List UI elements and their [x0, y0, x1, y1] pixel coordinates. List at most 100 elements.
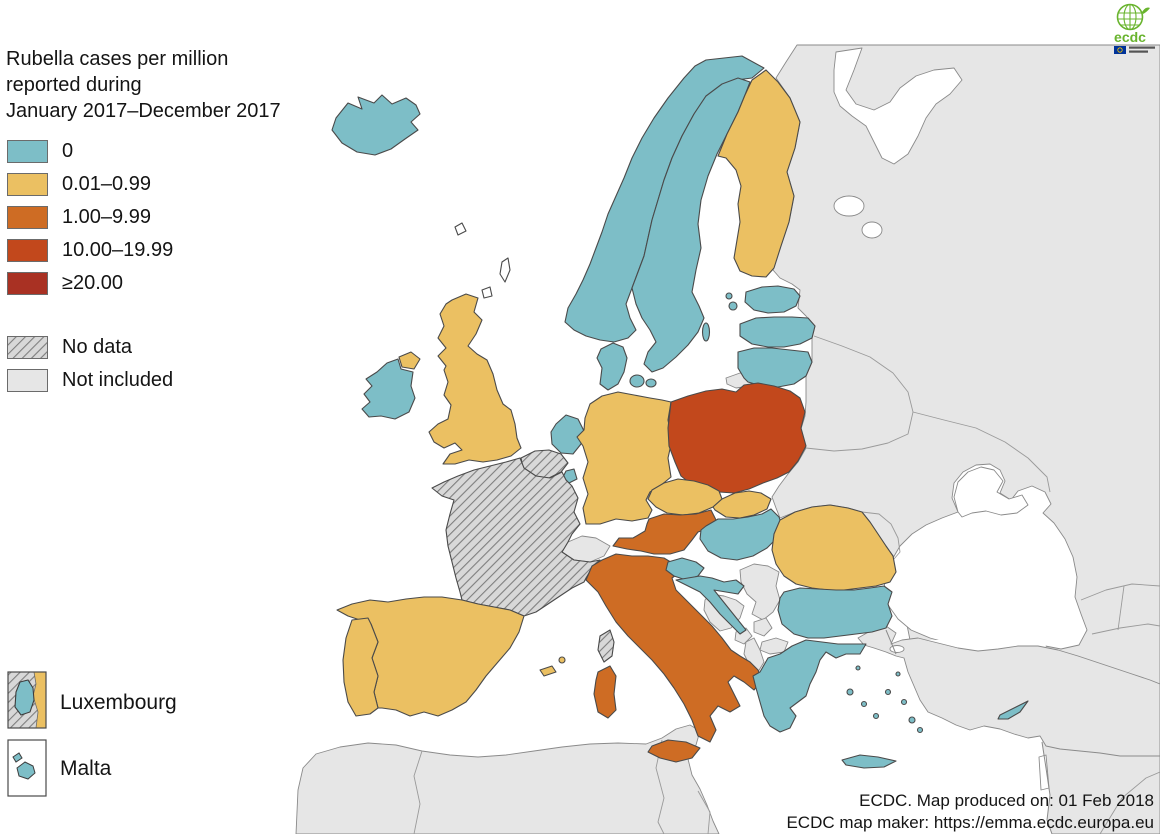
country-portugal	[342, 617, 379, 717]
island-hiiumaa	[725, 292, 733, 300]
country-greece	[752, 639, 867, 733]
swatch-rect	[7, 173, 48, 196]
island-dot	[872, 712, 880, 720]
coast-syria	[1041, 741, 1053, 834]
country-ireland	[361, 358, 416, 420]
country-france	[431, 457, 601, 617]
region-northern-ireland	[398, 351, 421, 370]
legend-swatch-0	[7, 140, 48, 163]
border-morocco-algeria	[413, 750, 423, 834]
country-cyprus	[997, 700, 1029, 720]
legend-label-1: 0.01–0.99	[62, 173, 151, 195]
border-syria-iraq	[1099, 771, 1160, 834]
logo-wordmark: ecdc	[1114, 29, 1146, 45]
eu-flag-icon	[1114, 46, 1155, 54]
country-estonia	[744, 285, 801, 314]
island-mallorca	[539, 665, 557, 677]
ecdc-logo: ecdc	[1114, 3, 1155, 54]
border-caucasus-1	[1080, 583, 1160, 601]
swatch-rect	[7, 272, 48, 295]
country-serbia	[739, 563, 781, 621]
island-funen	[629, 374, 645, 388]
strait-bosporus	[885, 629, 897, 655]
malta-inset-label: Malta	[60, 757, 112, 780]
border-caucasus-2	[1091, 623, 1160, 635]
lux-inset-luxembourg	[14, 679, 35, 716]
swatch-rect	[7, 369, 48, 392]
country-latvia	[739, 316, 816, 348]
border-caucasus-3	[1117, 585, 1125, 631]
island-zealand	[645, 378, 657, 388]
legend-label-2: 1.00–9.99	[62, 206, 151, 228]
island-sicily	[647, 739, 701, 763]
border-belarus-russia	[813, 335, 914, 413]
country-netherlands	[550, 414, 585, 455]
island-orkney	[481, 286, 493, 299]
island-saaremaa	[728, 301, 738, 311]
logo-smalltext-2	[1129, 50, 1148, 53]
island-dot	[895, 671, 901, 677]
malta-inset	[7, 739, 47, 797]
island-dot	[855, 665, 861, 671]
aegean-islands	[846, 665, 924, 734]
island-crete	[841, 754, 897, 769]
island-rhodes	[916, 726, 924, 734]
title-line-2: reported during	[6, 74, 142, 96]
border-ukraine-russia	[912, 411, 1051, 493]
country-croatia	[675, 575, 747, 635]
island-dot	[884, 688, 892, 696]
luxembourg-inset-label: Luxembourg	[60, 691, 177, 714]
title-line-1: Rubella cases per million	[6, 48, 229, 70]
lake-onega	[861, 221, 883, 239]
border-moldova	[861, 511, 901, 560]
country-sweden	[631, 77, 751, 373]
island-dot	[860, 700, 868, 708]
island-corsica	[597, 629, 615, 663]
footer: ECDC. Map produced on: 01 Feb 2018 ECDC …	[786, 790, 1154, 834]
legend-swatch-4	[7, 272, 48, 295]
island-shetland	[499, 257, 511, 283]
legend-label-not-included: Not included	[62, 369, 174, 391]
title-line-3: January 2017–December 2017	[6, 100, 281, 122]
malta-inset-gozo	[12, 752, 23, 763]
legend-row-not-included: Not included	[7, 369, 173, 392]
country-romania	[771, 504, 897, 591]
country-germany	[576, 391, 673, 525]
country-turkey	[857, 625, 1160, 757]
country-united-kingdom	[428, 293, 522, 465]
legend-row-1: 0.01–0.99	[7, 173, 173, 196]
legend-label-4: ≥20.00	[62, 272, 124, 294]
legend: 0 0.01–0.99 1.00–9.99 10.00–19.99 ≥20.00	[7, 140, 173, 305]
legend-row-0: 0	[7, 140, 173, 163]
legend-swatch-2	[7, 206, 48, 229]
country-austria	[612, 509, 717, 555]
globe-icon	[1116, 3, 1150, 31]
malta-inset-malta	[16, 761, 36, 780]
island-gotland	[701, 322, 711, 342]
flag-rect	[1114, 46, 1126, 54]
border-tunisia-libya	[697, 790, 711, 834]
globe-leaf	[1142, 7, 1150, 14]
country-north-africa	[295, 724, 720, 834]
lake-ladoga	[833, 195, 865, 217]
island-sardinia	[593, 665, 617, 719]
legend-swatch-no-data	[7, 336, 48, 359]
border-belarus-ukraine	[805, 411, 914, 452]
footer-map-maker: ECDC map maker: https://emma.ecdc.europa…	[786, 813, 1154, 832]
country-bulgaria	[777, 585, 893, 639]
logo-smalltext-1	[1129, 46, 1155, 49]
country-finland	[717, 69, 801, 278]
footer-produced-on: ECDC. Map produced on: 01 Feb 2018	[859, 791, 1154, 810]
island-dot	[908, 716, 916, 724]
legend-row-no-data: No data	[7, 336, 173, 359]
country-iceland	[331, 94, 421, 156]
legend-swatch-1	[7, 173, 48, 196]
luxembourg-inset	[7, 671, 47, 729]
country-lithuania	[737, 347, 813, 388]
legend-label-no-data: No data	[62, 336, 133, 358]
country-denmark	[596, 342, 628, 391]
sea-of-marmara	[889, 645, 905, 653]
swatch-rect	[7, 336, 48, 359]
